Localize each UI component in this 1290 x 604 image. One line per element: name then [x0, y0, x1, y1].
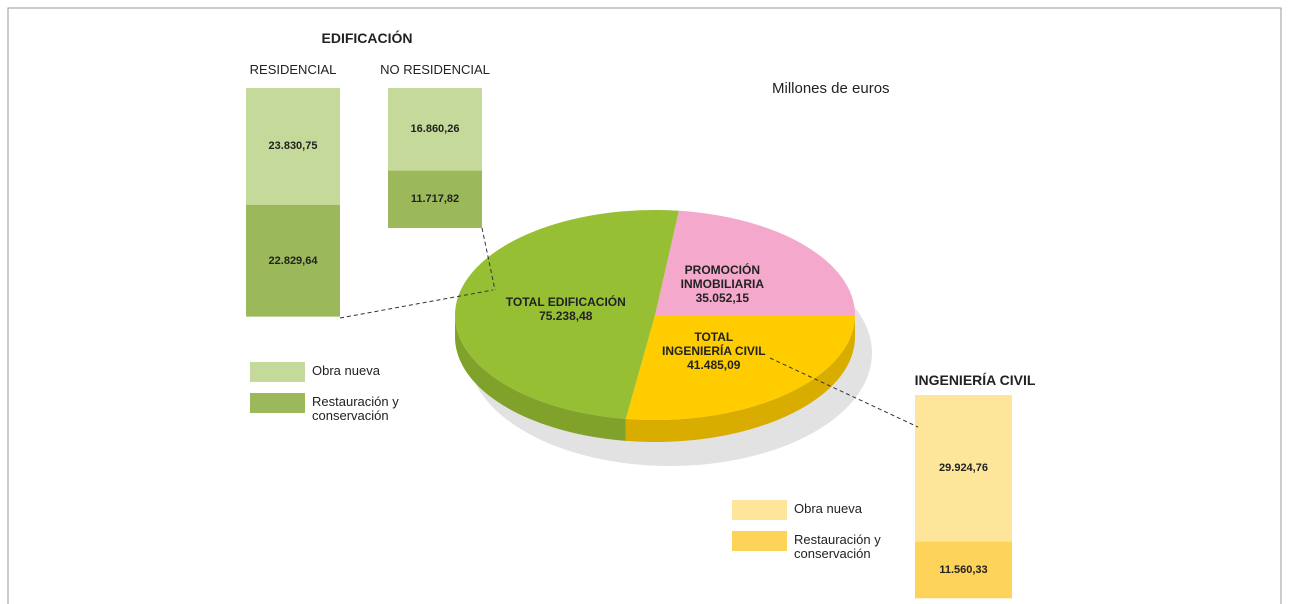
- connector: [481, 227, 496, 291]
- subtitle: Millones de euros: [772, 80, 890, 97]
- pie-value-label: 35.052,15: [695, 290, 750, 305]
- pie-slice: [655, 210, 855, 315]
- bar-segment: [246, 88, 340, 205]
- connector: [339, 289, 494, 319]
- bar-value-label: 11.717,82: [410, 193, 460, 206]
- legend-swatch: [250, 362, 305, 382]
- connector: [769, 357, 919, 428]
- bar-title: EDIFICACIÓN: [321, 30, 413, 46]
- legend-swatch: [732, 500, 787, 520]
- pie-category: TOTAL INGENIERÍA CIVIL: [662, 329, 766, 358]
- pie-slice-side: [625, 315, 855, 442]
- bar-segment: [915, 541, 1012, 599]
- pie-slice-side: [455, 315, 626, 441]
- bar-segment: [388, 170, 482, 229]
- pie-label: TOTAL EDIFICACIÓN 75.238,48: [491, 295, 641, 323]
- bars: [246, 88, 1012, 599]
- pie-category: TOTAL EDIFICACIÓN: [505, 294, 626, 309]
- bar-category: RESIDENCIAL: [249, 62, 337, 77]
- bar-value-label: 29.924,76: [939, 462, 988, 475]
- legend-label: Obra nueva: [794, 501, 862, 516]
- pie-slice: [625, 315, 855, 421]
- connectors: [339, 227, 919, 428]
- pie-label: TOTAL INGENIERÍA CIVIL 41.485,09: [660, 330, 768, 372]
- bar-value-label: 23.830,75: [268, 140, 318, 153]
- legend-label: Restauración y conservación: [794, 532, 881, 561]
- legend-label: Restauración y conservación: [312, 394, 399, 423]
- bar-segment: [246, 204, 340, 317]
- bar-value-label: 22.829,64: [268, 254, 318, 267]
- legend-label: Obra nueva: [312, 363, 380, 378]
- frame: [7, 7, 1282, 604]
- bar-value-label: 16.860,26: [410, 123, 460, 136]
- bar-segment: [388, 88, 482, 171]
- bar-title: INGENIERÍA CIVIL: [914, 372, 1036, 388]
- pie: [454, 209, 872, 466]
- bar-value-label: 11.560,33: [939, 563, 988, 576]
- legend-swatch: [732, 531, 787, 551]
- pie-label: PROMOCIÓN INMOBILIARIA 35.052,15: [668, 263, 776, 305]
- pie-category: PROMOCIÓN INMOBILIARIA: [680, 262, 764, 291]
- bar-category: NO RESIDENCIAL: [380, 62, 490, 77]
- legend-swatch: [250, 393, 305, 413]
- bar-segment: [915, 395, 1012, 542]
- pie-value-label: 75.238,48: [539, 308, 593, 323]
- pie-value-label: 41.485,09: [687, 357, 741, 372]
- pie-slice: [454, 209, 679, 419]
